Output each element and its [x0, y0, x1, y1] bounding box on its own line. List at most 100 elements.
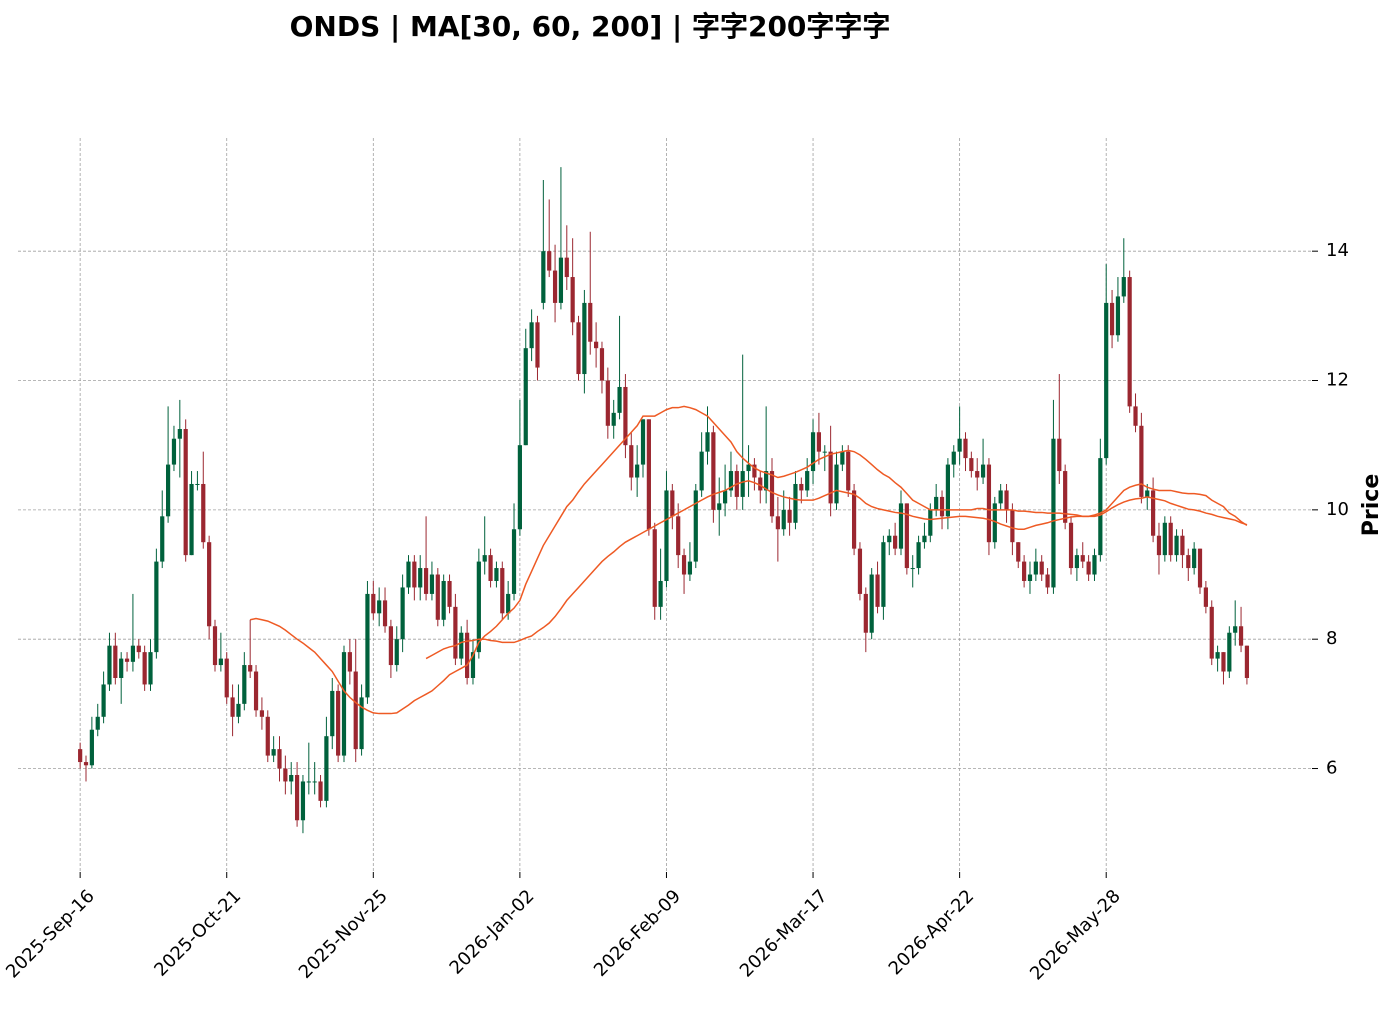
- candle-body: [347, 652, 352, 672]
- candle-body: [130, 645, 136, 662]
- candle-body: [359, 697, 364, 750]
- candle-body: [207, 542, 212, 627]
- candle-body: [1180, 535, 1185, 556]
- candle-body: [447, 580, 452, 607]
- candle-body: [740, 471, 745, 497]
- candle-body: [119, 658, 124, 678]
- candle-body: [893, 535, 898, 549]
- candle-body: [1192, 548, 1197, 569]
- candle-body: [564, 257, 569, 278]
- candle-body: [165, 464, 171, 517]
- candle-body: [248, 665, 253, 672]
- candle-body: [465, 632, 470, 678]
- candle-body: [869, 574, 874, 633]
- x-tick-label: 2025-Oct-21: [150, 886, 245, 981]
- candle-body: [851, 490, 857, 549]
- candle-body: [975, 471, 980, 478]
- candle-body: [623, 386, 628, 446]
- candle-body: [998, 490, 1003, 504]
- candle-body: [781, 509, 786, 530]
- candle-body: [1027, 574, 1033, 581]
- candle-body: [810, 432, 816, 472]
- candle-body: [1238, 626, 1244, 646]
- candle-body: [1080, 555, 1085, 562]
- candle-body: [898, 503, 904, 549]
- candle-body: [482, 555, 487, 562]
- candle-body: [336, 690, 341, 756]
- candle-body: [558, 257, 564, 303]
- candle-body: [488, 555, 493, 581]
- y-tick-label: 10: [1326, 499, 1349, 520]
- candle-body: [1022, 561, 1027, 581]
- candle-body: [201, 483, 206, 543]
- candle-body: [664, 490, 669, 581]
- candle-body: [793, 483, 798, 523]
- candle-body: [805, 471, 810, 491]
- candle-body: [846, 451, 851, 491]
- candle-body: [95, 716, 100, 730]
- candle-body: [1174, 535, 1179, 556]
- candle-body: [840, 451, 845, 465]
- candle-body: [330, 690, 335, 737]
- candle-body: [400, 587, 405, 640]
- candle-body: [963, 438, 968, 459]
- candle-body: [1168, 522, 1173, 556]
- candle-body: [230, 697, 235, 717]
- candle-body: [1139, 425, 1144, 497]
- candle-body: [711, 432, 716, 510]
- candle-body: [775, 516, 780, 530]
- candle-body: [218, 658, 223, 666]
- candle-body: [1221, 652, 1226, 672]
- candle-body: [1151, 490, 1156, 536]
- candle-body: [382, 600, 388, 627]
- candle-body: [283, 768, 288, 782]
- candle-body: [1162, 522, 1167, 556]
- candle-body: [312, 781, 317, 783]
- candle-body: [834, 464, 839, 504]
- candle-body: [136, 645, 141, 653]
- candle-body: [353, 671, 358, 750]
- candle-body: [1086, 561, 1091, 575]
- candle-body: [1098, 458, 1103, 556]
- candle-body: [189, 483, 194, 556]
- candle-body: [101, 684, 106, 717]
- candle-body: [916, 542, 921, 569]
- candle-body: [1039, 561, 1044, 575]
- candle-body: [822, 451, 827, 453]
- candle-body: [224, 658, 229, 698]
- candle-body: [1016, 542, 1021, 562]
- candle-body: [746, 464, 751, 472]
- candle-body: [277, 749, 282, 769]
- candle-body: [599, 348, 605, 381]
- candle-body: [177, 429, 182, 439]
- candle-body: [629, 445, 634, 478]
- candle-body: [769, 471, 775, 517]
- candle-body: [459, 632, 464, 659]
- x-tick-label: 2025-Nov-25: [295, 886, 392, 983]
- candle-body: [992, 503, 997, 543]
- candle-body: [341, 652, 347, 756]
- candle-body: [1156, 535, 1162, 556]
- x-tick-label: 2025-Sep-16: [2, 886, 99, 983]
- candle-body: [928, 509, 933, 536]
- candle-body: [183, 429, 188, 556]
- candle-body: [576, 322, 581, 375]
- y-tick-label: 14: [1326, 240, 1349, 261]
- candle-body: [910, 568, 915, 570]
- x-tick-label: 2026-Apr-22: [885, 886, 979, 980]
- x-tick-label: 2026-Mar-17: [736, 886, 832, 982]
- x-tick-label: 2026-Feb-09: [590, 886, 685, 981]
- candle-body: [371, 593, 376, 614]
- candle-body: [828, 451, 833, 504]
- candle-body: [816, 432, 822, 452]
- candle-body: [887, 535, 892, 543]
- x-tick-label: 2026-May-28: [1026, 886, 1125, 985]
- candle-body: [582, 302, 587, 375]
- candle-body: [453, 606, 458, 659]
- candle-body: [289, 774, 294, 782]
- candle-body: [957, 438, 962, 452]
- candle-body: [435, 574, 440, 620]
- candle-body: [300, 781, 306, 821]
- candle-body: [676, 516, 681, 556]
- candle-body: [1045, 574, 1050, 588]
